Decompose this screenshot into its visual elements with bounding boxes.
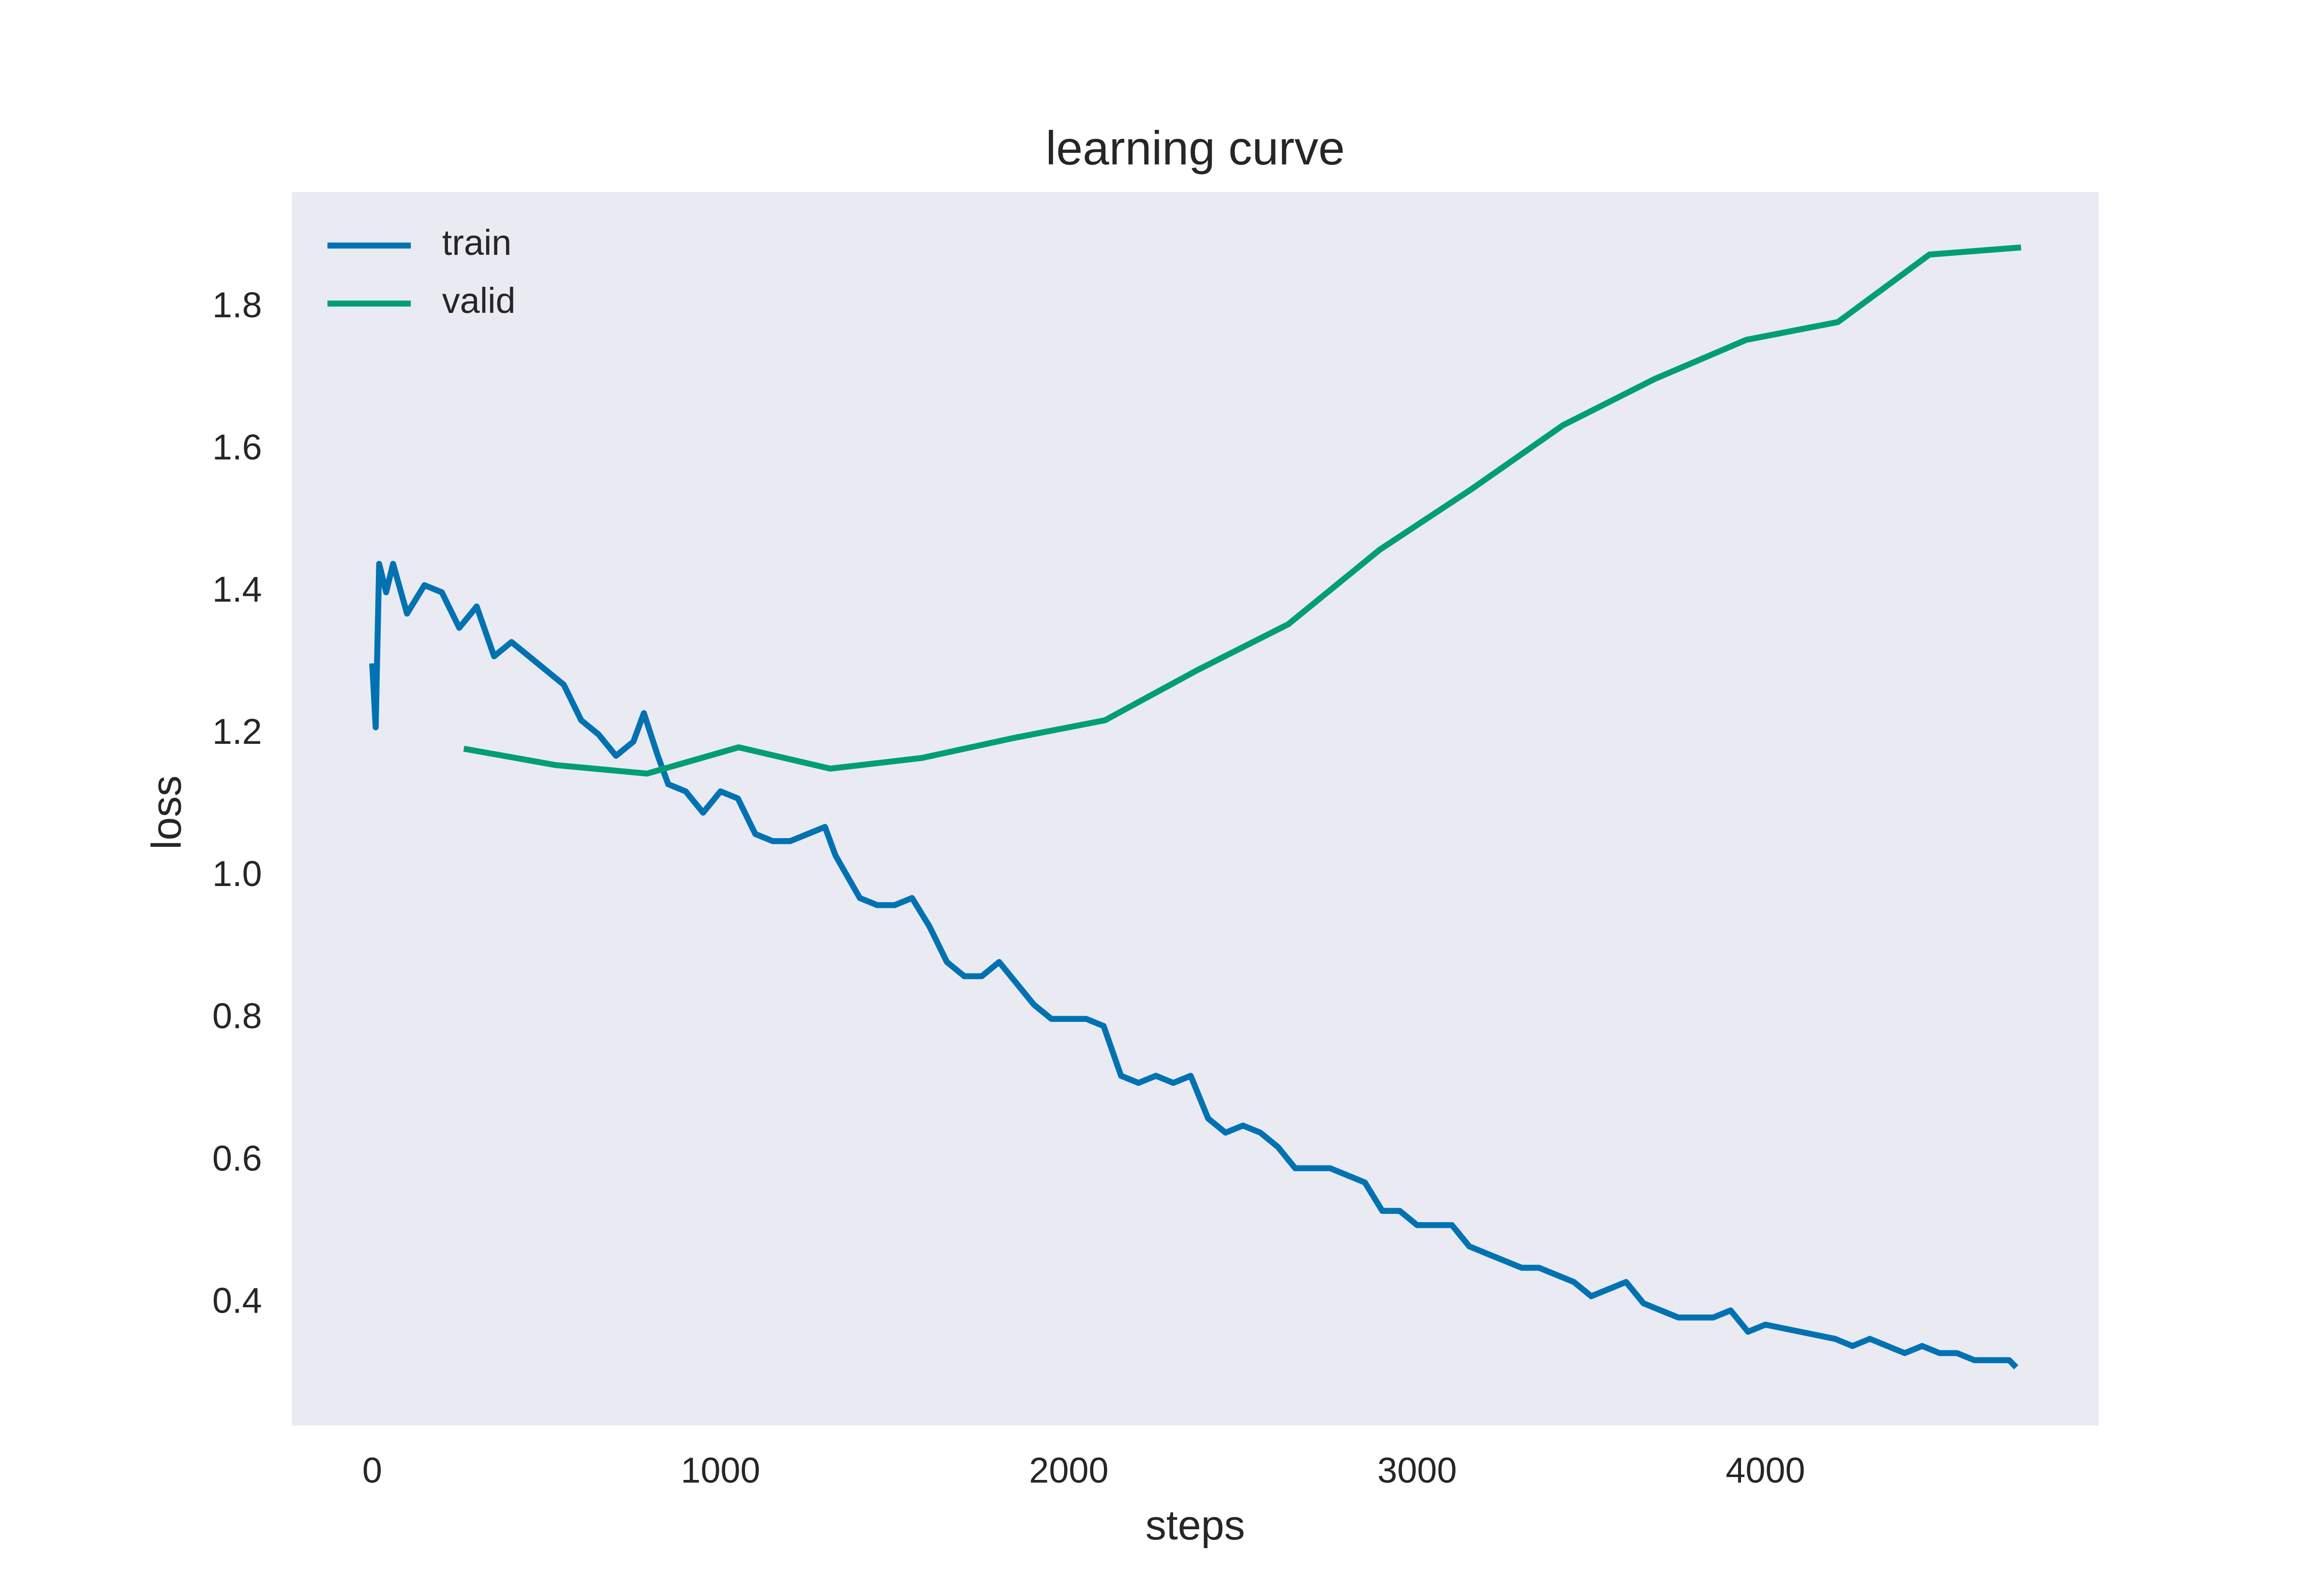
legend: train valid [327, 222, 516, 321]
x-axis-label: steps [1146, 1502, 1245, 1549]
x-tick-label: 1000 [681, 1450, 760, 1491]
x-tick-label: 2000 [1029, 1450, 1108, 1491]
y-tick-label: 1.0 [212, 854, 262, 894]
y-tick-label: 1.8 [212, 285, 262, 325]
y-tick-label: 1.2 [212, 711, 262, 752]
y-tick-label: 1.4 [212, 569, 262, 609]
series-line [369, 561, 2019, 1370]
y-axis-label: loss [144, 775, 190, 849]
plot-area [292, 192, 2099, 1426]
y-tick-label: 0.8 [212, 996, 262, 1036]
y-tick-label: 0.4 [212, 1280, 262, 1320]
y-tick-label: 0.6 [212, 1138, 262, 1178]
x-tick-label: 0 [362, 1450, 382, 1491]
x-tick-label: 4000 [1726, 1450, 1805, 1491]
x-tick-label: 3000 [1377, 1450, 1457, 1491]
series-line [463, 244, 2022, 777]
legend-label: valid [442, 281, 516, 321]
legend-label: train [442, 222, 512, 263]
chart-title: learning curve [1046, 121, 1345, 175]
y-tick-label: 1.6 [212, 427, 262, 467]
